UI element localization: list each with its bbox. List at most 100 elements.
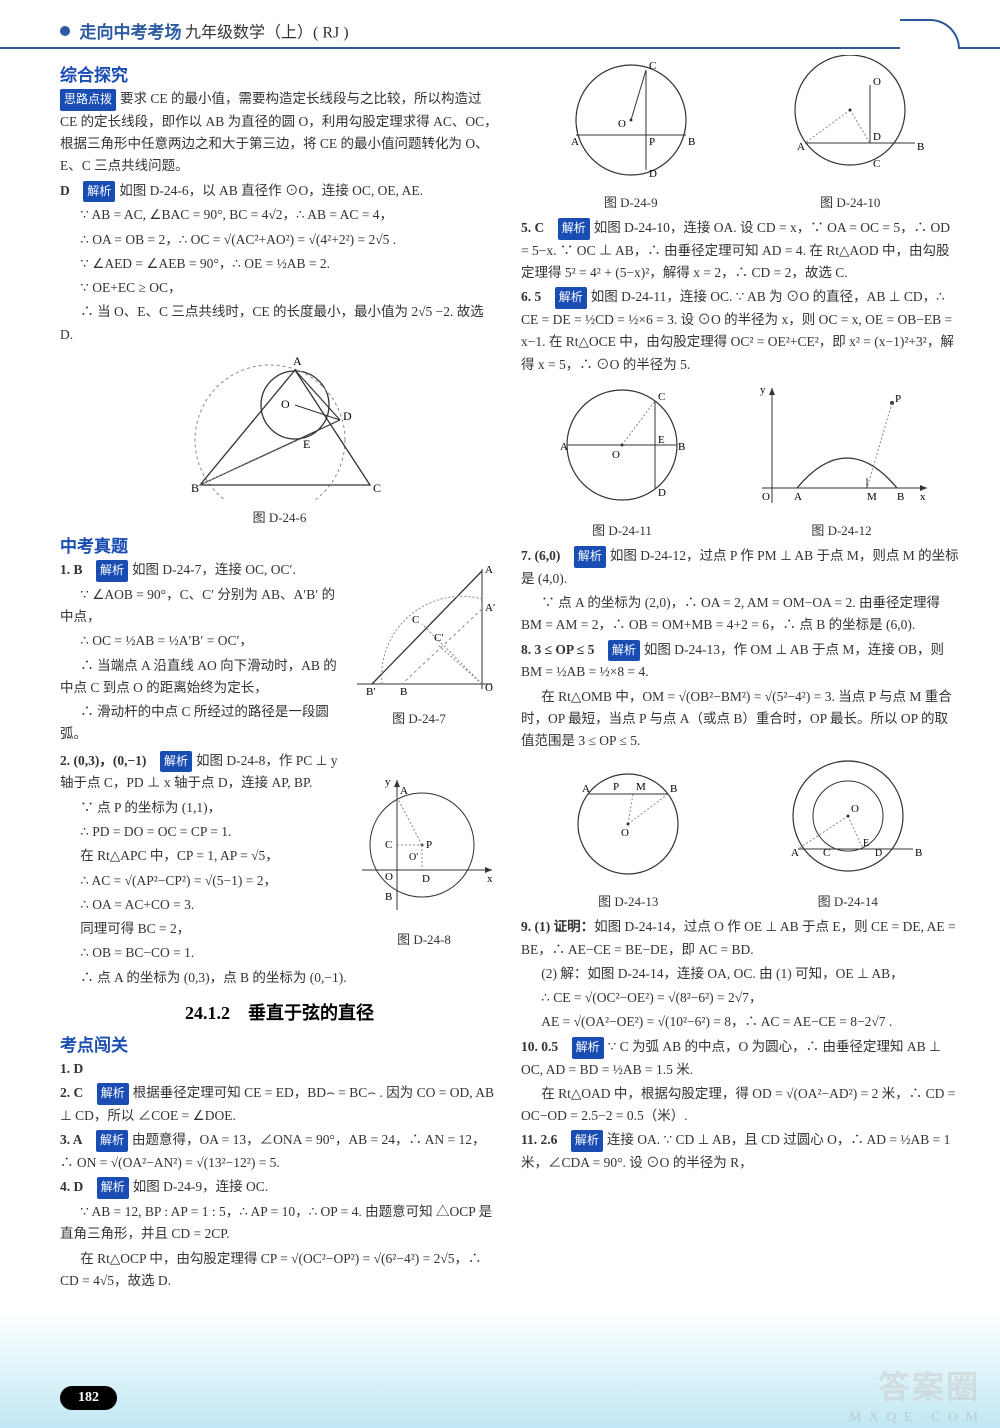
- figure-d247: A A′ B′ B O C C′: [342, 559, 497, 699]
- svg-text:O: O: [281, 397, 290, 411]
- fig-caption: 图 D-24-12: [752, 520, 932, 539]
- svg-text:P: P: [649, 136, 655, 148]
- label-analyze: 思路点拨: [60, 89, 116, 111]
- svg-text:E: E: [658, 434, 665, 446]
- label: 解析: [555, 287, 587, 309]
- p: ∵ OE+EC ≥ OC，: [60, 277, 499, 299]
- figure-d249: A B C D O P: [556, 55, 706, 185]
- watermark: 答案圈: [878, 1362, 980, 1408]
- label: 解析: [97, 1177, 129, 1199]
- q-num: 5. C: [521, 220, 544, 235]
- p: ∵ 点 A 的坐标为 (2,0)，∴ OA = 2, AM = OM−OA = …: [521, 592, 960, 637]
- right-column: A B C D O P 图 D-24-9 A B: [521, 55, 960, 1294]
- page-number-badge: 182: [60, 1386, 117, 1410]
- q-num: 4. D: [60, 1179, 83, 1194]
- sec-title-zonghe: 综合探究: [60, 61, 499, 86]
- fig-caption: 图 D-24-6: [60, 507, 499, 526]
- label: 解析: [571, 1130, 603, 1152]
- fig-caption: 图 D-24-9: [556, 192, 706, 211]
- svg-text:P: P: [426, 839, 432, 851]
- p: ∵ ∠AED = ∠AEB = 90°，∴ OE = ½AB = 2.: [60, 253, 499, 275]
- page-header: 走向中考考场 九年级数学（上）( RJ ): [0, 0, 1000, 49]
- fig-caption: 图 D-24-13: [558, 891, 698, 910]
- svg-text:A′: A′: [485, 602, 495, 614]
- svg-text:D: D: [649, 168, 657, 180]
- svg-text:B: B: [400, 686, 407, 698]
- figure-d246: A B C D O E 图 D-24-6: [60, 350, 499, 526]
- label: 解析: [608, 640, 640, 662]
- p: 如图 D-24-7，连接 OC, OC′.: [132, 562, 296, 577]
- figure-d2411: A B C D O E: [550, 378, 695, 513]
- svg-text:D: D: [343, 409, 352, 423]
- grade-title: 九年级数学（上）( RJ ): [185, 25, 349, 42]
- p: ∵ AB = 12, BP : AP = 1 : 5，∴ AP = 10，∴ O…: [60, 1201, 499, 1246]
- svg-text:y: y: [385, 776, 391, 788]
- figure-d2412: P A M B O x y: [752, 378, 932, 513]
- q-num: 8. 3 ≤ OP ≤ 5: [521, 642, 594, 657]
- header-curve: [900, 19, 960, 49]
- text-block: 1. D 2. C 解析根据垂径定理可知 CE = ED，BD⌢ = BC⌢ .…: [60, 1058, 499, 1292]
- watermark-sub: M X Q E . C O M: [849, 1410, 980, 1426]
- svg-text:O′: O′: [409, 852, 418, 863]
- figure-d2410: A B O C D: [775, 55, 925, 185]
- q-num: 1. D: [60, 1061, 83, 1076]
- svg-text:E: E: [303, 437, 310, 451]
- svg-text:C: C: [658, 391, 665, 403]
- svg-text:B: B: [917, 141, 924, 153]
- figure-d248: A C P O′ O D B x y: [352, 770, 497, 920]
- figure-row: A B C D O E 图 D-24-11: [521, 378, 960, 543]
- label: 解析: [558, 218, 590, 240]
- p: ∵ AB = AC, ∠BAC = 90°, BC = 4√2，∴ AB = A…: [60, 204, 499, 226]
- svg-text:B: B: [915, 847, 922, 859]
- p: ∴ OA = OB = 2，∴ OC = √(AC²+AO²) = √(4²+2…: [60, 229, 499, 251]
- q-num: 6. 5: [521, 289, 541, 304]
- svg-text:D: D: [875, 848, 882, 859]
- svg-text:D: D: [658, 487, 666, 499]
- svg-text:C: C: [823, 847, 830, 859]
- svg-text:A: A: [400, 785, 408, 797]
- svg-text:B: B: [688, 136, 695, 148]
- svg-text:O: O: [618, 118, 626, 130]
- svg-text:C: C: [873, 158, 880, 170]
- fig-caption: 图 D-24-7: [339, 708, 499, 729]
- label: 解析: [96, 1130, 128, 1152]
- p: (2) 解：如图 D-24-14，连接 OA, OC. 由 (1) 可知，OE …: [521, 963, 960, 985]
- label: 解析: [97, 1083, 129, 1105]
- svg-text:C: C: [385, 839, 392, 851]
- svg-text:P: P: [895, 393, 901, 405]
- p: AE = √(OA²−OE²) = √(10²−6²) = 8，∴ AC = A…: [521, 1011, 960, 1033]
- svg-text:B: B: [670, 783, 677, 795]
- svg-text:B: B: [191, 481, 199, 495]
- svg-text:M: M: [636, 781, 646, 793]
- text-block: 7. (6,0) 解析如图 D-24-12，过点 P 作 PM ⊥ AB 于点 …: [521, 545, 960, 752]
- fig-caption: 图 D-24-11: [550, 520, 695, 539]
- svg-text:B: B: [897, 491, 904, 503]
- p: 在 Rt△OMB 中，OM = √(OB²−BM²) = √(5²−4²) = …: [521, 686, 960, 753]
- svg-text:P: P: [613, 781, 619, 793]
- label: 解析: [160, 751, 192, 773]
- svg-text:y: y: [760, 384, 766, 396]
- q-num: 2. C: [60, 1085, 83, 1100]
- label: 解析: [572, 1037, 604, 1059]
- svg-text:O: O: [851, 803, 859, 815]
- p: 要求 CE 的最小值，需要构造定长线段与之比较，所以构造过 CE 的定长线段，即…: [60, 91, 498, 173]
- sec-title-kaodian: 考点闯关: [60, 1031, 499, 1056]
- content-columns: 综合探究 思路点拨要求 CE 的最小值，需要构造定长线段与之比较，所以构造过 C…: [0, 49, 1000, 1294]
- svg-text:x: x: [487, 873, 493, 885]
- svg-text:O: O: [873, 76, 881, 88]
- sec-title-zhenti: 中考真题: [60, 532, 499, 557]
- svg-text:O: O: [485, 682, 493, 694]
- q-num: 7. (6,0): [521, 548, 560, 563]
- fig-caption: 图 D-24-10: [775, 192, 925, 211]
- svg-text:A: A: [582, 783, 590, 795]
- q-num: 9. (1) 证明：: [521, 919, 594, 934]
- svg-text:E: E: [863, 838, 869, 849]
- svg-text:A: A: [794, 491, 802, 503]
- figure-d2414: A B C E D O: [773, 754, 923, 884]
- figure-row: A B P M O 图 D-24-13 A B: [521, 754, 960, 914]
- svg-text:A: A: [571, 136, 579, 148]
- svg-text:D: D: [422, 873, 430, 885]
- p: 在 Rt△OCP 中，由勾股定理得 CP = √(OC²−OP²) = √(6²…: [60, 1248, 499, 1293]
- p: ∴ 点 A 的坐标为 (0,3)，点 B 的坐标为 (0,−1).: [60, 967, 499, 989]
- header-dot-icon: [60, 26, 70, 36]
